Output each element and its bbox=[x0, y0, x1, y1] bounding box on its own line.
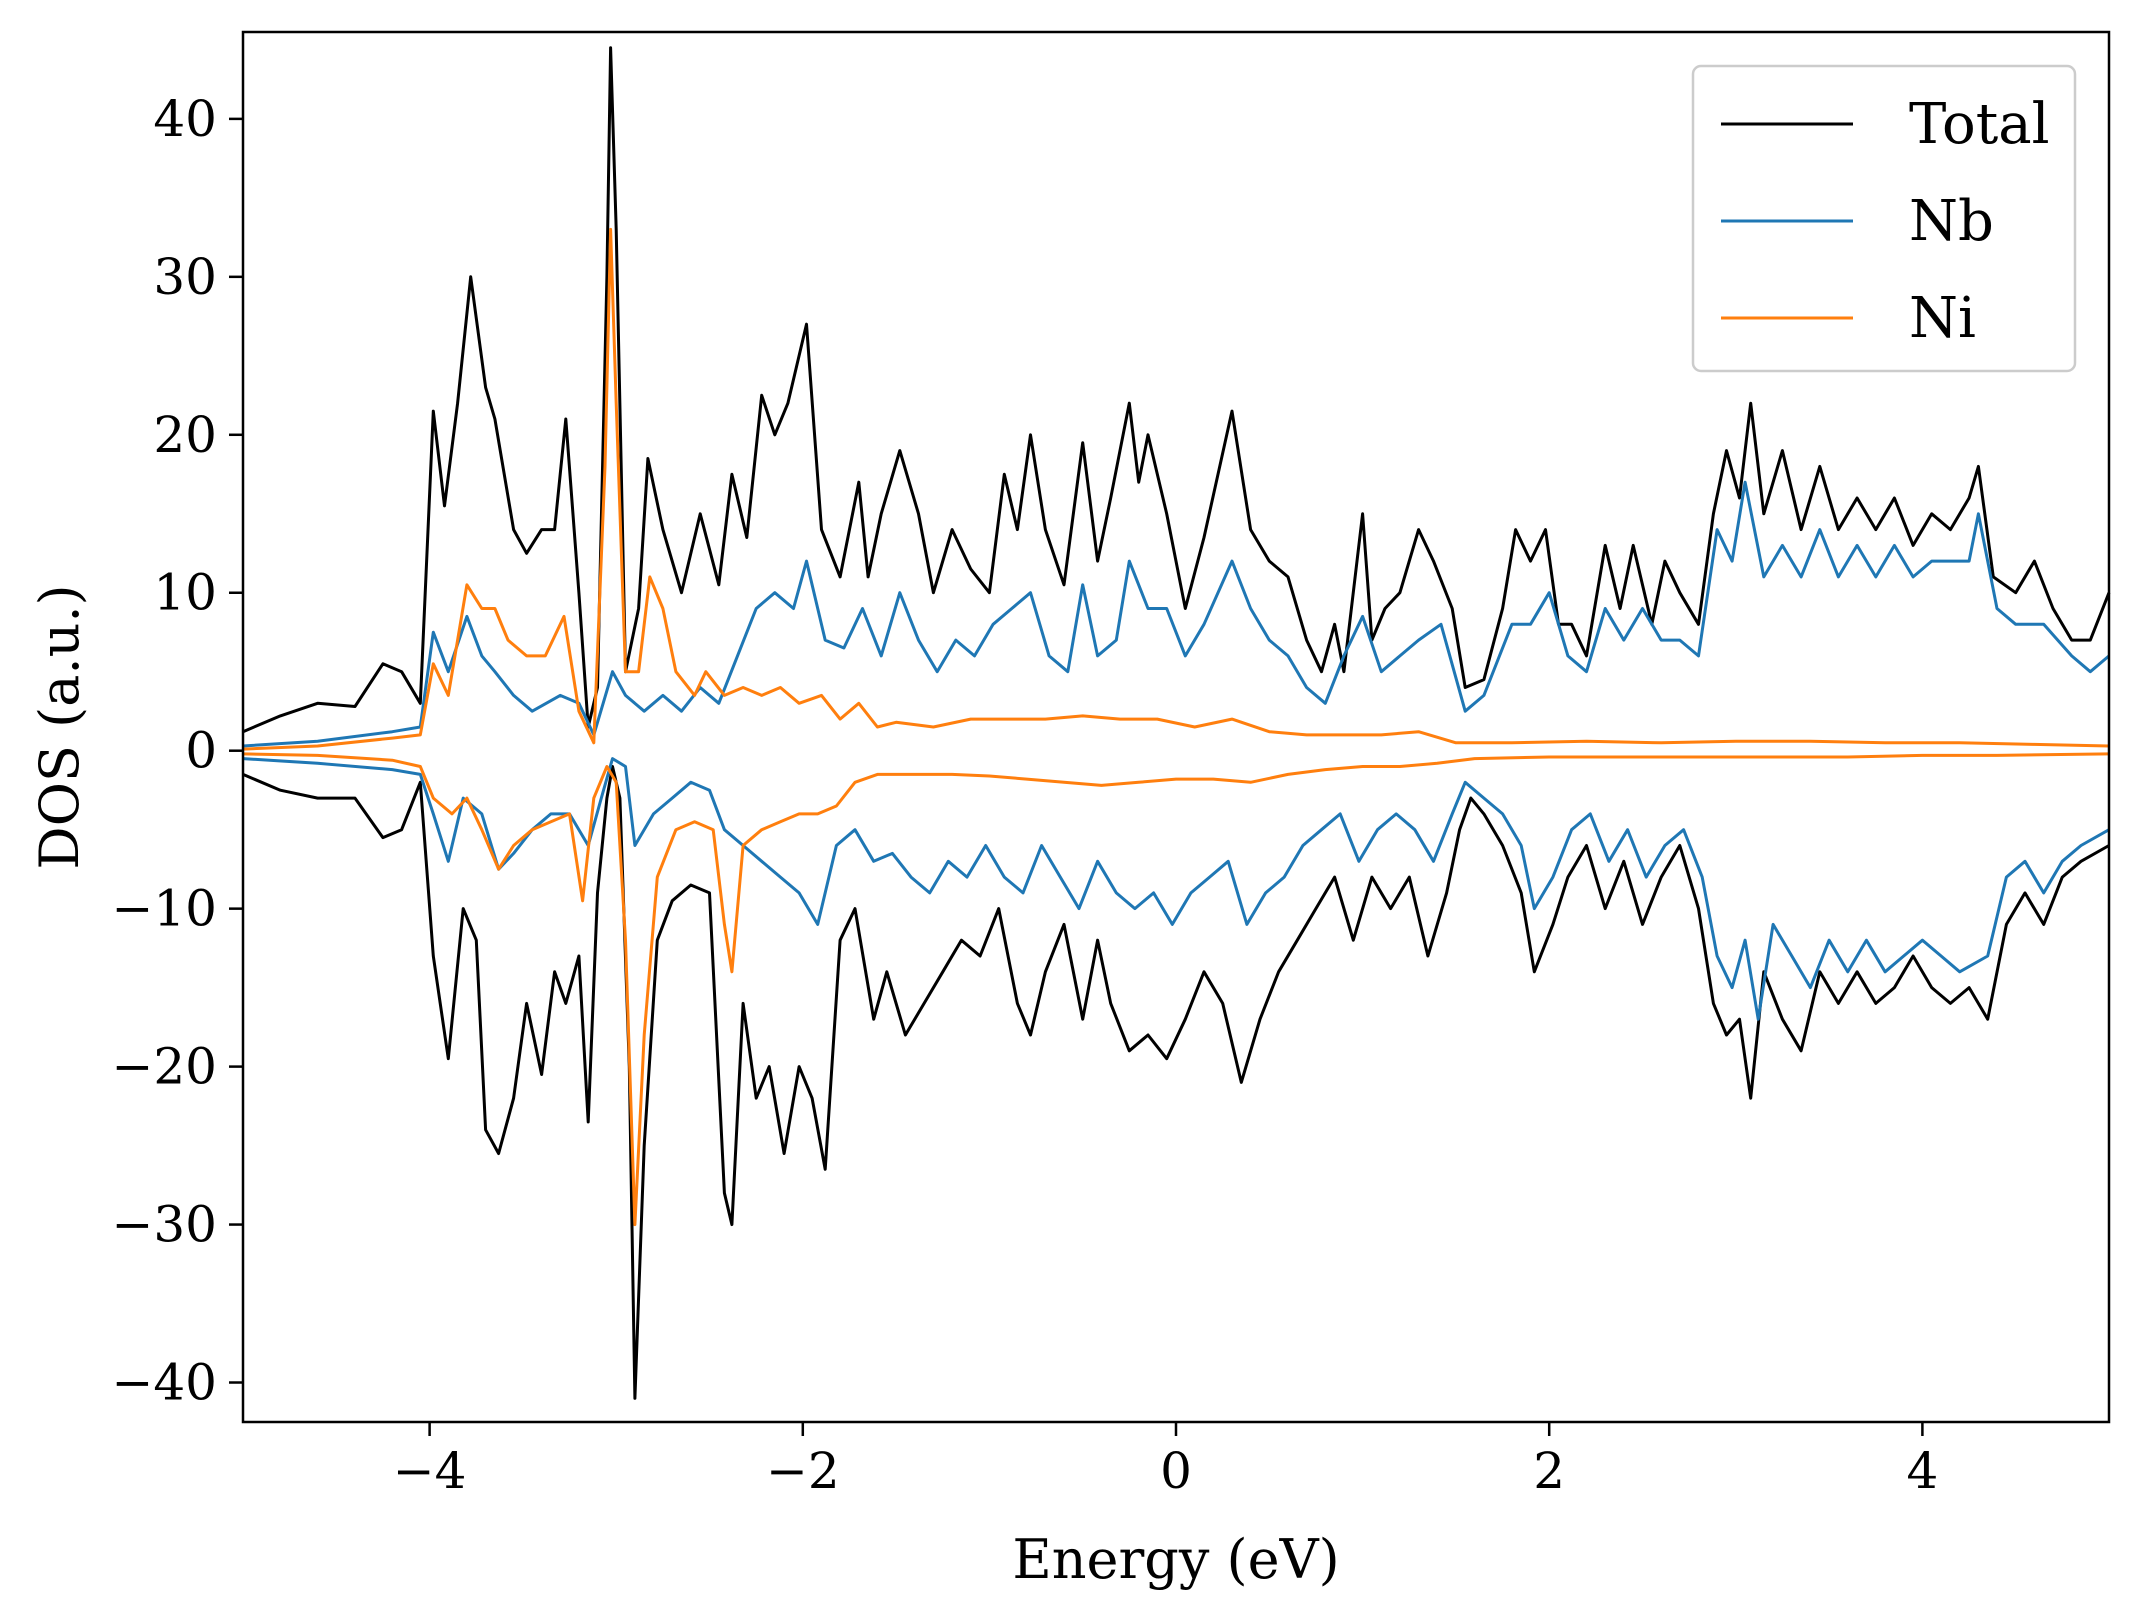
y-tick-label: 20 bbox=[153, 406, 217, 464]
y-tick-label: 0 bbox=[185, 722, 217, 780]
series-line-total-down bbox=[242, 765, 2110, 1400]
x-axis-label: Energy (eV) bbox=[1012, 1528, 1339, 1591]
series-line-total-up bbox=[242, 46, 2111, 734]
series-line-nb-up bbox=[242, 480, 2110, 748]
x-tick-label: 4 bbox=[1906, 1442, 1938, 1500]
y-tick-label: −20 bbox=[111, 1038, 217, 1096]
x-tick-label: 2 bbox=[1533, 1442, 1565, 1500]
y-tick-label: 30 bbox=[153, 248, 217, 306]
y-tick-label: 40 bbox=[153, 90, 217, 148]
series-line-ni-up bbox=[242, 227, 2110, 751]
series-layer bbox=[242, 46, 2111, 1400]
y-tick-label: −30 bbox=[111, 1196, 217, 1254]
series-line-ni-down bbox=[242, 752, 2110, 1227]
legend-label-ni: Ni bbox=[1909, 286, 1976, 351]
y-tick-label: −40 bbox=[111, 1354, 217, 1412]
x-tick-label: −4 bbox=[393, 1442, 467, 1500]
x-tick-label: −2 bbox=[766, 1442, 840, 1500]
legend: Total Nb Ni bbox=[1691, 64, 2077, 373]
legend-box bbox=[1691, 64, 2077, 373]
y-axis-label: DOS (a.u.) bbox=[28, 584, 91, 869]
x-tick-label: 0 bbox=[1160, 1442, 1192, 1500]
legend-label-nb: Nb bbox=[1909, 189, 1994, 254]
y-tick-label: −10 bbox=[111, 880, 217, 938]
series-line-nb-down bbox=[242, 757, 2110, 1021]
legend-label-total: Total bbox=[1909, 92, 2050, 157]
y-tick-label: 10 bbox=[153, 564, 217, 622]
